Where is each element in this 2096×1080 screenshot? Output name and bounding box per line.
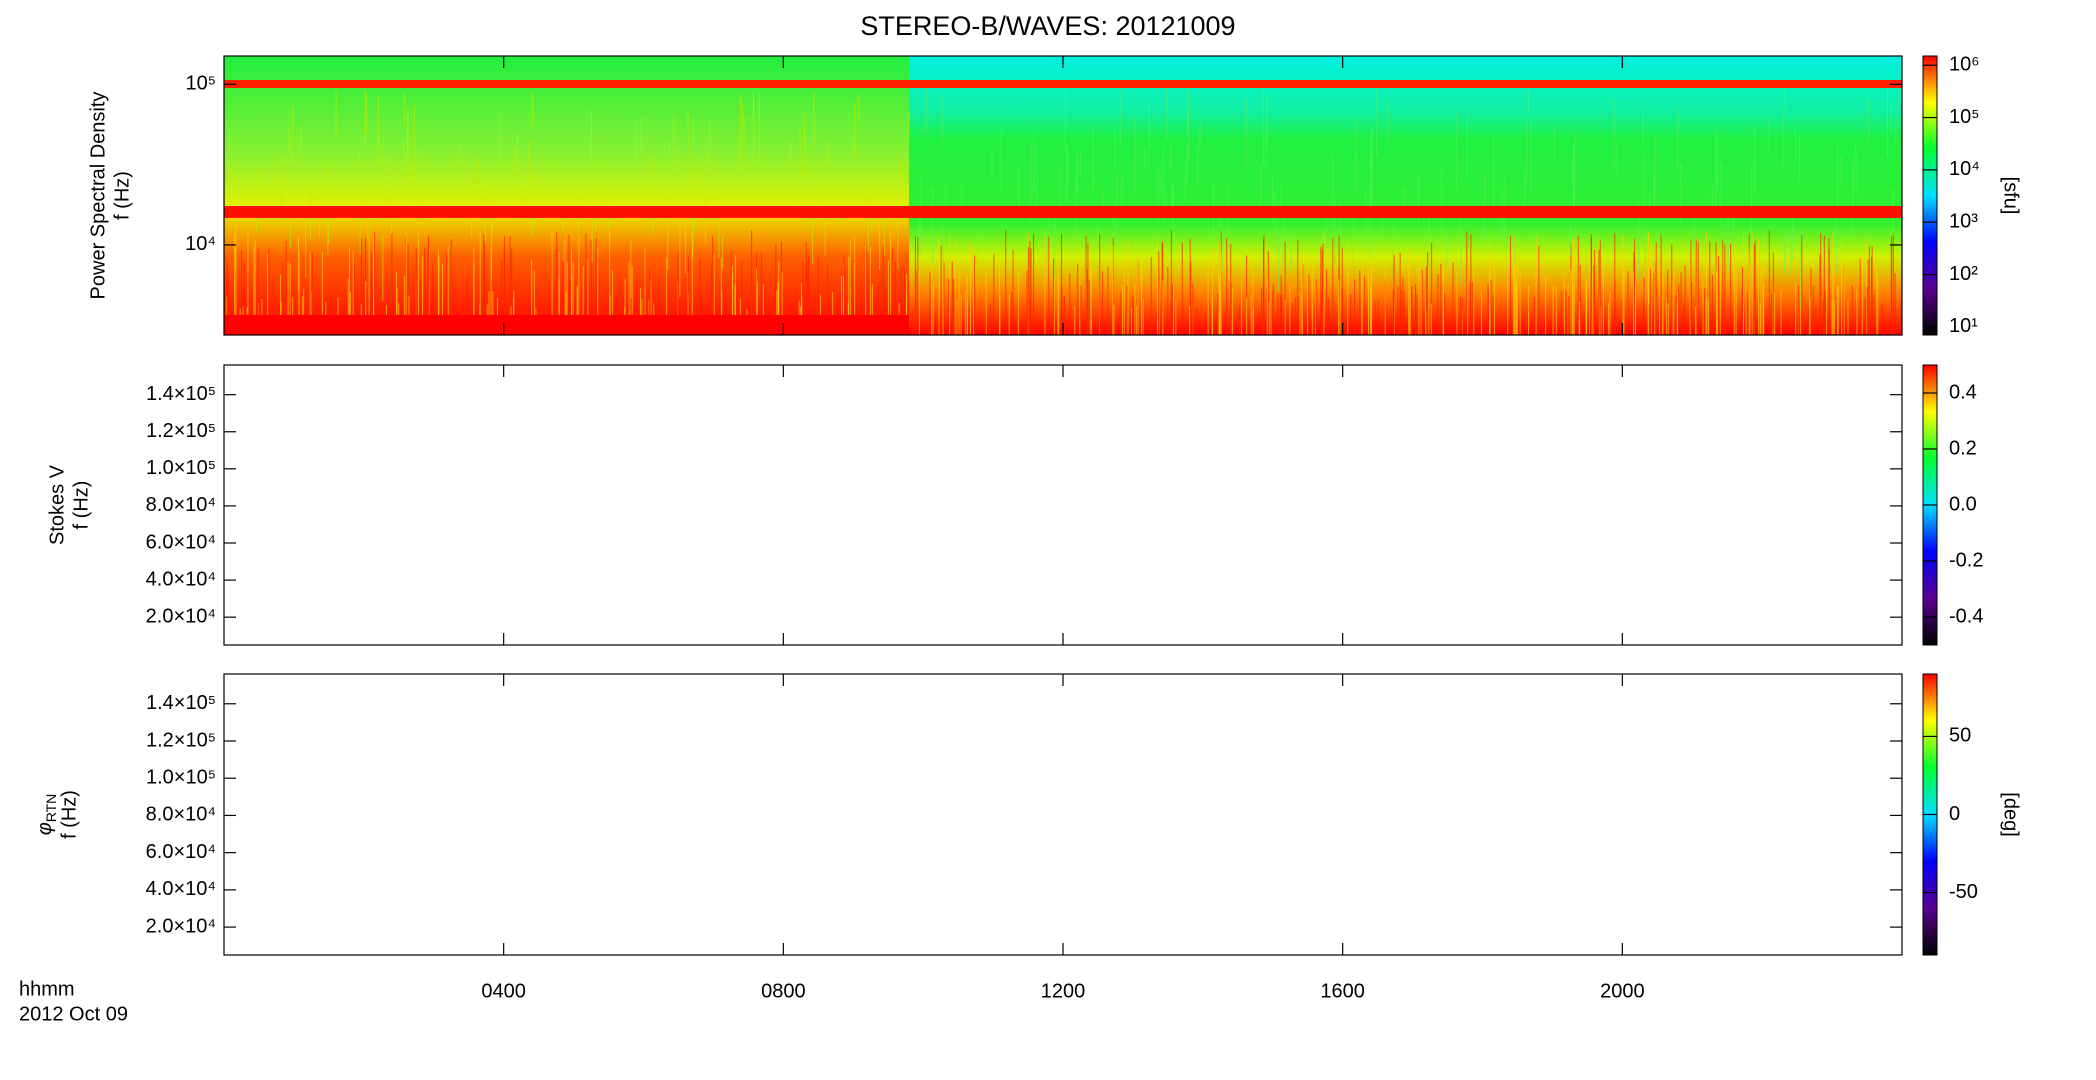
subscript: RTN [43, 794, 59, 823]
y-axis-label: φRTN f (Hz) [34, 790, 80, 839]
y-axis-label-symbol: φRTN [34, 794, 58, 836]
y-tick-label: 10⁵ [185, 73, 216, 95]
y-tick-label: 6.0×10⁴ [146, 531, 216, 553]
colorbar-tick-label: -50 [1949, 881, 1978, 903]
colorbar-tick-label: 10¹ [1949, 315, 1978, 337]
y-tick-label: 8.0×10⁴ [146, 804, 216, 826]
y-tick-label: 2.0×10⁴ [146, 915, 216, 937]
y-tick-label: 4.0×10⁴ [146, 878, 216, 900]
y-tick-label: 1.0×10⁵ [146, 457, 216, 479]
y-axis-label-line: Power Spectral Density [87, 92, 109, 300]
panel-frame [223, 673, 1903, 956]
x-axis-label: hhmm [19, 978, 75, 1000]
x-tick-label: 1600 [1320, 980, 1365, 1002]
y-tick-label: 1.0×10⁵ [146, 766, 216, 788]
y-axis-label-line: f (Hz) [70, 481, 92, 530]
colorbar-tick-label: -0.4 [1949, 605, 1983, 627]
x-tick-label: 0800 [761, 980, 806, 1002]
colorbar-tick-label: 0.2 [1949, 437, 1977, 459]
y-axis-label-line: f (Hz) [111, 171, 133, 220]
y-axis-label-line: Stokes V [46, 464, 68, 545]
y-tick-label: 1.2×10⁵ [146, 420, 216, 442]
y-axis-label: Power Spectral Density f (Hz) [87, 92, 133, 300]
x-tick-label: 0400 [481, 980, 526, 1002]
spectrogram-band [224, 206, 909, 218]
spectrogram-left [224, 56, 909, 335]
colorbar-tick-label: 0.0 [1949, 493, 1977, 515]
symbol: φ [34, 822, 56, 835]
x-tick-label: 2000 [1600, 980, 1645, 1002]
colorbar-tick-label: 10³ [1949, 211, 1978, 233]
y-tick-label: 1.4×10⁵ [146, 383, 216, 405]
colorbar-tick-label: 10⁶ [1949, 53, 1979, 75]
y-axis-label-line: f (Hz) [58, 790, 80, 839]
colorbar-tick-label: 10⁵ [1949, 106, 1980, 128]
spectrogram-band [224, 315, 909, 335]
y-tick-label: 8.0×10⁴ [146, 494, 216, 516]
colorbar-tick-label: 10² [1949, 263, 1978, 285]
colorbar-tick-label: -0.2 [1949, 549, 1983, 571]
y-tick-label: 6.0×10⁴ [146, 841, 216, 863]
panel-frame [223, 364, 1903, 646]
colorbar-tick-label: 0 [1949, 803, 1960, 825]
colorbar-tick-label: 0.4 [1949, 381, 1977, 403]
colorbar-tick-label: 10⁴ [1949, 158, 1980, 180]
x-axis-label: 2012 Oct 09 [19, 1003, 128, 1025]
y-tick-label: 2.0×10⁴ [146, 605, 216, 627]
spectrogram-band [224, 80, 1902, 88]
y-tick-label: 1.4×10⁵ [146, 692, 216, 714]
colorbar-label: [deg] [2000, 792, 2022, 836]
x-tick-label: 1200 [1041, 980, 1086, 1002]
y-tick-label: 4.0×10⁴ [146, 568, 216, 590]
y-tick-label: 1.2×10⁵ [146, 729, 216, 751]
colorbar-tick-label: 50 [1949, 725, 1971, 747]
chart-title: STEREO-B/WAVES: 20121009 [860, 11, 1235, 41]
y-tick-label: 10⁴ [185, 233, 216, 255]
colorbar-label: [sfu] [2000, 177, 2022, 215]
colorbar [1922, 55, 1938, 336]
spectrogram-band [909, 206, 1902, 218]
